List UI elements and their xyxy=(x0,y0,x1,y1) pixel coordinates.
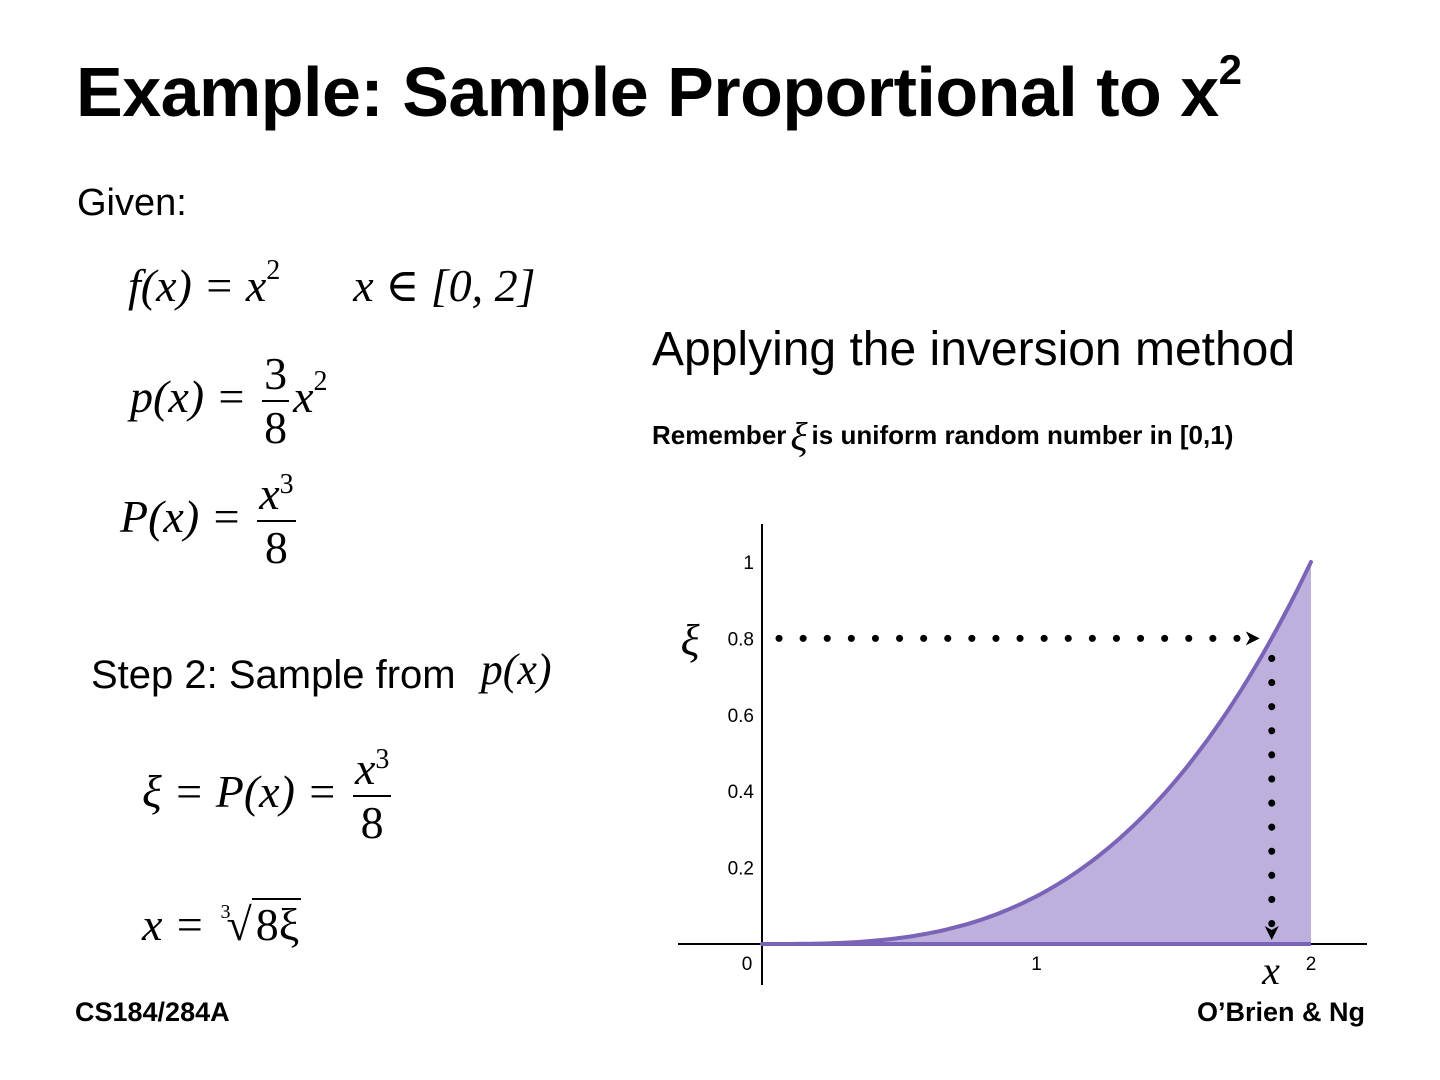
step2-label: Step 2: Sample from xyxy=(91,653,456,697)
given-label: Given: xyxy=(77,182,187,224)
equation-cdf-numerator: x3 xyxy=(257,468,295,519)
x-tick-label: 2 xyxy=(1306,954,1317,975)
equation-domain: x ∈ [0, 2] xyxy=(353,260,536,311)
equation-x: x = 3√8ξ xyxy=(142,898,302,951)
equation-x-lhs: x = xyxy=(142,899,205,950)
equation-p-fraction: 3 8 xyxy=(262,348,290,454)
step2-heading: Step 2: Sample from p(x) xyxy=(91,645,552,699)
remember-note: Remember ξ is uniform random number in [0,… xyxy=(652,413,1233,460)
equation-cdf-fraction: x3 8 xyxy=(257,468,296,574)
fraction-bar xyxy=(352,795,392,798)
equation-f: f(x) = x2 x ∈ [0, 2] xyxy=(128,255,536,312)
fraction-bar xyxy=(262,400,290,403)
equation-p-denominator: 8 xyxy=(264,402,288,454)
equation-p-numerator: 3 xyxy=(264,348,288,399)
equation-f-exponent: 2 xyxy=(266,255,281,286)
y-tick-label: 0.8 xyxy=(728,629,754,650)
footer-course: CS184/284A xyxy=(75,997,230,1027)
equation-cdf-denominator: 8 xyxy=(264,522,288,574)
equation-xi-numerator-exponent: 3 xyxy=(375,744,390,775)
equation-xi-numerator: x3 xyxy=(353,743,391,794)
remember-prefix: Remember xyxy=(652,420,787,450)
equation-f-lhs: f(x) = x xyxy=(128,260,267,311)
remember-suffix: is uniform random number in [0,1) xyxy=(811,420,1234,450)
equation-p: p(x) = 3 8 x2 xyxy=(130,348,328,454)
section-heading: Applying the inversion method xyxy=(652,323,1296,376)
equation-xi: ξ = P(x) = x3 8 xyxy=(142,743,395,849)
radical-sign-icon: √ xyxy=(226,899,252,950)
slide-title: Example: Sample Proportional to x2 xyxy=(76,46,1242,132)
cube-root: 3√8ξ xyxy=(216,898,302,951)
x-axis-label: x xyxy=(1261,948,1280,993)
equation-cdf-numerator-exponent: 3 xyxy=(279,469,294,500)
y-tick-label: 0.2 xyxy=(728,859,754,880)
fraction-bar xyxy=(257,520,296,523)
root-radicand: 8ξ xyxy=(251,898,302,948)
root-index: 3 xyxy=(220,901,231,923)
equation-xi-denominator: 8 xyxy=(360,797,384,849)
step2-expression: p(x) xyxy=(480,645,552,694)
equation-cdf: P(x) = x3 8 xyxy=(120,468,300,574)
equation-xi-lhs: ξ = P(x) = xyxy=(142,765,338,817)
equation-xi-fraction: x3 8 xyxy=(352,743,392,849)
slide-title-superscript: 2 xyxy=(1218,46,1242,93)
x-tick-label: 1 xyxy=(1031,954,1042,975)
x-tick-label: 0 xyxy=(742,954,753,975)
chart-plot-area: 1 0.8 0.6 0.4 0.2 0 1 2 ξ x xyxy=(678,524,1367,993)
slide-title-text: Example: Sample Proportional to x xyxy=(76,53,1219,131)
equation-p-lhs: p(x) = xyxy=(130,370,247,422)
remember-symbol: ξ xyxy=(790,414,808,459)
y-tick-label: 1 xyxy=(743,553,754,574)
equation-p-tail: x xyxy=(293,370,314,422)
footer-authors: O’Brien & Ng xyxy=(1196,997,1365,1027)
equation-xi-numerator-base: x xyxy=(354,743,376,794)
equation-cdf-numerator-base: x xyxy=(259,468,280,519)
cdf-curve xyxy=(760,560,1313,946)
area-fill xyxy=(762,562,1311,944)
equation-p-exponent: 2 xyxy=(313,365,328,397)
y-tick-label: 0.6 xyxy=(728,706,754,727)
y-tick-label: 0.4 xyxy=(728,782,755,803)
equation-cdf-lhs: P(x) = xyxy=(120,490,242,542)
y-axis-label: ξ xyxy=(681,616,700,665)
